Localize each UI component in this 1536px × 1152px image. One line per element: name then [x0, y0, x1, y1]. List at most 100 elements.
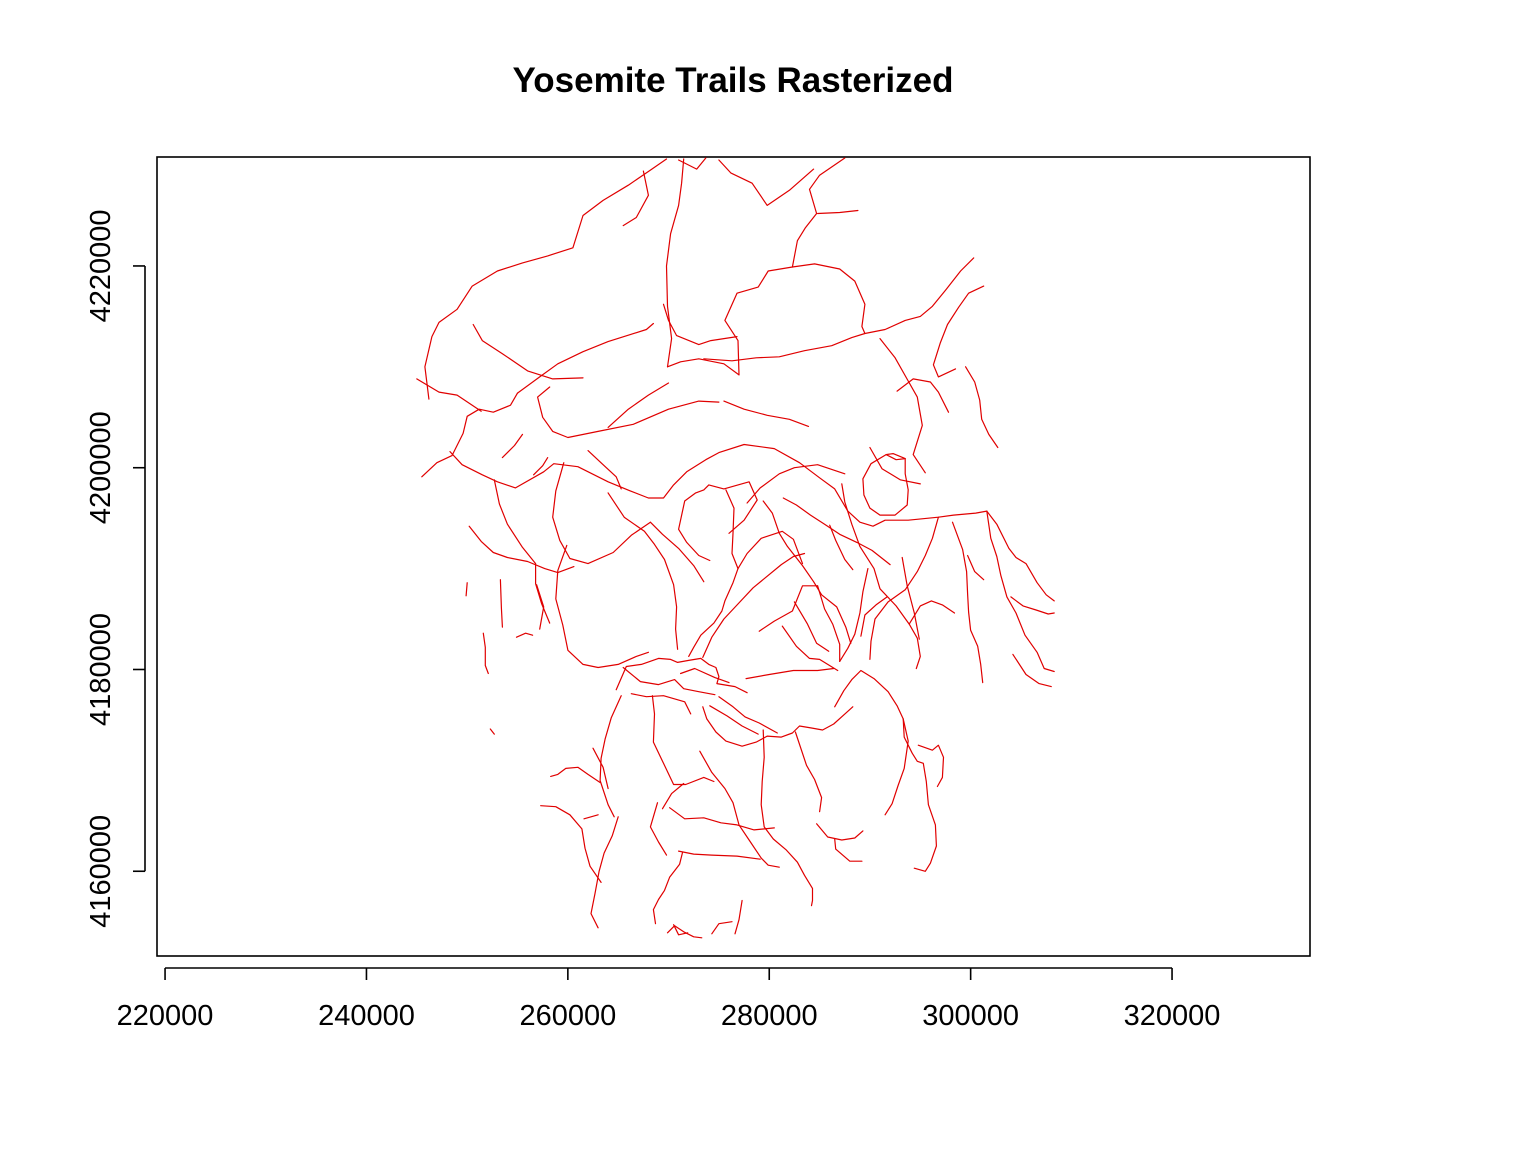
trail-segment — [673, 924, 689, 936]
trail-segment — [967, 554, 985, 581]
x-tick-label: 220000 — [117, 1000, 214, 1032]
trail-segment — [703, 257, 975, 362]
trail-segment — [711, 921, 733, 935]
trail-segment — [737, 530, 804, 570]
trail-segment — [885, 454, 906, 461]
x-tick-label: 260000 — [519, 1000, 616, 1032]
trail-segment — [615, 657, 748, 694]
trail-segment — [841, 483, 921, 670]
trail-segment — [908, 600, 956, 625]
x-tick-label: 300000 — [922, 1000, 1019, 1032]
trail-segment — [986, 510, 1055, 673]
trail-segment — [630, 693, 692, 715]
trail-segment — [516, 322, 654, 394]
chart-title: Yosemite Trails Rasterized — [513, 61, 954, 100]
y-tick-label: 4220000 — [85, 210, 117, 323]
trail-segment — [583, 814, 599, 820]
trail-segment — [499, 579, 503, 628]
trail-segment — [834, 669, 909, 816]
trail-segment — [839, 568, 869, 662]
trail-segment — [678, 850, 761, 860]
trail-segment — [725, 489, 739, 570]
trail-segment — [834, 838, 863, 862]
trail-segment — [501, 433, 524, 459]
trail-segment — [533, 457, 549, 476]
trail-segment — [702, 552, 806, 658]
trail-segment — [718, 696, 778, 734]
trail-segment — [793, 601, 830, 652]
y-tick-label: 4160000 — [85, 815, 117, 928]
trail-segment — [515, 632, 534, 638]
trail-segment — [869, 516, 939, 660]
trail-segment — [555, 544, 649, 669]
trail-segment — [649, 802, 668, 856]
trail-segment — [862, 453, 909, 516]
trail-segment — [552, 462, 651, 565]
trail-segment — [718, 159, 815, 206]
trail-segment — [587, 450, 622, 490]
trail-segment — [791, 263, 866, 335]
trails-layer — [416, 157, 1055, 939]
y-tick-label: 4180000 — [85, 613, 117, 726]
trail-segment — [489, 728, 495, 735]
trail-segment — [829, 524, 854, 571]
trail-segment — [421, 392, 519, 478]
trail-segment — [449, 443, 988, 527]
trail-segment — [651, 695, 715, 786]
trail-segment — [760, 729, 814, 907]
x-tick-label: 240000 — [318, 1000, 415, 1032]
trail-segment — [702, 706, 854, 747]
trail-segment — [678, 157, 707, 170]
x-axis: 220000 240000 260000 280000 300000 320000 — [117, 967, 1221, 1032]
trail-segment — [1012, 653, 1052, 688]
trail-segment — [762, 500, 852, 644]
trail-segment — [540, 805, 602, 883]
trail-segment — [493, 479, 551, 624]
plot-frame — [156, 156, 1311, 957]
trail-segment — [688, 568, 739, 657]
trail-segment — [746, 464, 846, 504]
y-axis: 4160000 4180000 4200000 4220000 — [85, 210, 146, 928]
trail-segment — [468, 525, 575, 574]
trail-segment — [607, 492, 679, 650]
trail-segment — [951, 521, 984, 684]
trail-segment — [607, 382, 670, 428]
trail-segment — [482, 632, 489, 675]
trail-segment — [649, 521, 705, 583]
trail-segment — [879, 338, 926, 474]
trail-segment — [599, 695, 622, 818]
trail-segment — [896, 378, 950, 413]
trail-segment — [817, 585, 841, 662]
trail-segment — [901, 556, 920, 640]
trail-segment — [622, 170, 649, 227]
trail-segment — [781, 625, 839, 672]
trail-segment — [472, 323, 584, 380]
trail-segment — [745, 667, 835, 680]
trail-segment — [666, 925, 703, 939]
trail-segment — [734, 899, 743, 935]
trail-segment — [537, 386, 720, 439]
trail-segment — [723, 400, 810, 427]
trail-segment — [917, 744, 945, 788]
trail-segment — [794, 731, 823, 813]
x-tick-label: 320000 — [1124, 1000, 1221, 1032]
trail-segment — [699, 750, 780, 868]
trail-segment — [817, 209, 859, 215]
x-tick-label: 280000 — [721, 1000, 818, 1032]
trail-segment — [652, 851, 684, 925]
trail-segment — [932, 285, 985, 378]
trail-segment — [902, 718, 937, 872]
trail-segment — [669, 807, 775, 831]
trail-segment — [550, 766, 601, 784]
trail-segment — [661, 782, 685, 810]
trail-segment — [782, 497, 891, 566]
trail-segment — [869, 446, 921, 485]
trail-segment — [662, 303, 738, 346]
trail-segment — [709, 705, 759, 735]
trail-segment — [816, 823, 864, 841]
trail-segment — [758, 585, 819, 632]
trail-segment — [986, 510, 1055, 602]
trail-segment — [860, 596, 888, 637]
trail-segment — [965, 366, 999, 449]
trail-segment — [590, 816, 619, 929]
